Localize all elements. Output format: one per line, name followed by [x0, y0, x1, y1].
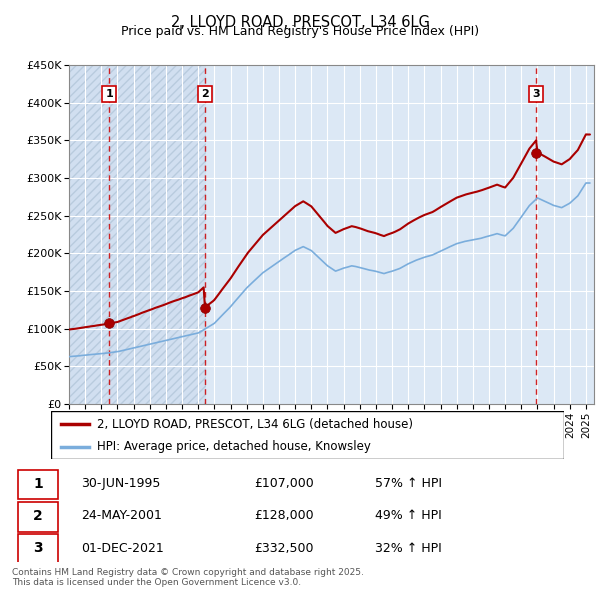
Text: 24-MAY-2001: 24-MAY-2001	[81, 509, 162, 522]
Text: 3: 3	[532, 88, 540, 99]
Text: HPI: Average price, detached house, Knowsley: HPI: Average price, detached house, Know…	[97, 440, 371, 454]
Text: £128,000: £128,000	[254, 509, 314, 522]
Bar	[69, 65, 206, 404]
Text: 1: 1	[33, 477, 43, 491]
FancyBboxPatch shape	[18, 502, 58, 532]
Text: 32% ↑ HPI: 32% ↑ HPI	[375, 542, 442, 555]
Text: 49% ↑ HPI: 49% ↑ HPI	[375, 509, 442, 522]
Text: 2: 2	[200, 88, 208, 99]
Text: 1: 1	[106, 88, 113, 99]
Text: 30-JUN-1995: 30-JUN-1995	[81, 477, 160, 490]
Text: 2, LLOYD ROAD, PRESCOT, L34 6LG: 2, LLOYD ROAD, PRESCOT, L34 6LG	[170, 15, 430, 30]
Text: Price paid vs. HM Land Registry's House Price Index (HPI): Price paid vs. HM Land Registry's House …	[121, 25, 479, 38]
Text: £107,000: £107,000	[254, 477, 314, 490]
Text: 01-DEC-2021: 01-DEC-2021	[81, 542, 164, 555]
Text: 57% ↑ HPI: 57% ↑ HPI	[375, 477, 442, 490]
Text: 2: 2	[33, 509, 43, 523]
FancyBboxPatch shape	[18, 535, 58, 563]
Text: 3: 3	[33, 541, 43, 555]
Text: Contains HM Land Registry data © Crown copyright and database right 2025.
This d: Contains HM Land Registry data © Crown c…	[12, 568, 364, 587]
Text: £332,500: £332,500	[254, 542, 313, 555]
FancyBboxPatch shape	[51, 411, 564, 459]
FancyBboxPatch shape	[18, 470, 58, 499]
Text: 2, LLOYD ROAD, PRESCOT, L34 6LG (detached house): 2, LLOYD ROAD, PRESCOT, L34 6LG (detache…	[97, 418, 413, 431]
